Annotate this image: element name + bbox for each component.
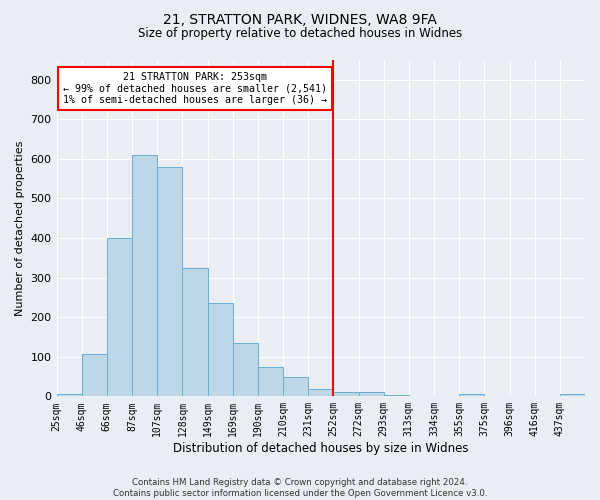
Bar	[182, 268, 208, 396]
Bar	[157, 167, 182, 396]
X-axis label: Distribution of detached houses by size in Widnes: Distribution of detached houses by size …	[173, 442, 469, 455]
Bar	[258, 366, 283, 396]
Bar	[208, 304, 233, 396]
Y-axis label: Number of detached properties: Number of detached properties	[15, 140, 25, 316]
Bar	[233, 343, 258, 396]
Bar	[459, 394, 484, 396]
Bar	[107, 238, 132, 396]
Bar	[308, 389, 334, 396]
Text: 21, STRATTON PARK, WIDNES, WA8 9FA: 21, STRATTON PARK, WIDNES, WA8 9FA	[163, 12, 437, 26]
Text: Size of property relative to detached houses in Widnes: Size of property relative to detached ho…	[138, 28, 462, 40]
Bar	[132, 154, 157, 396]
Bar	[82, 354, 107, 397]
Bar	[334, 392, 359, 396]
Text: 21 STRATTON PARK: 253sqm  
← 99% of detached houses are smaller (2,541)
1% of se: 21 STRATTON PARK: 253sqm ← 99% of detach…	[63, 72, 327, 105]
Text: Contains HM Land Registry data © Crown copyright and database right 2024.
Contai: Contains HM Land Registry data © Crown c…	[113, 478, 487, 498]
Bar	[560, 394, 585, 396]
Bar	[383, 395, 409, 396]
Bar	[283, 376, 308, 396]
Bar	[359, 392, 383, 396]
Bar	[56, 394, 82, 396]
